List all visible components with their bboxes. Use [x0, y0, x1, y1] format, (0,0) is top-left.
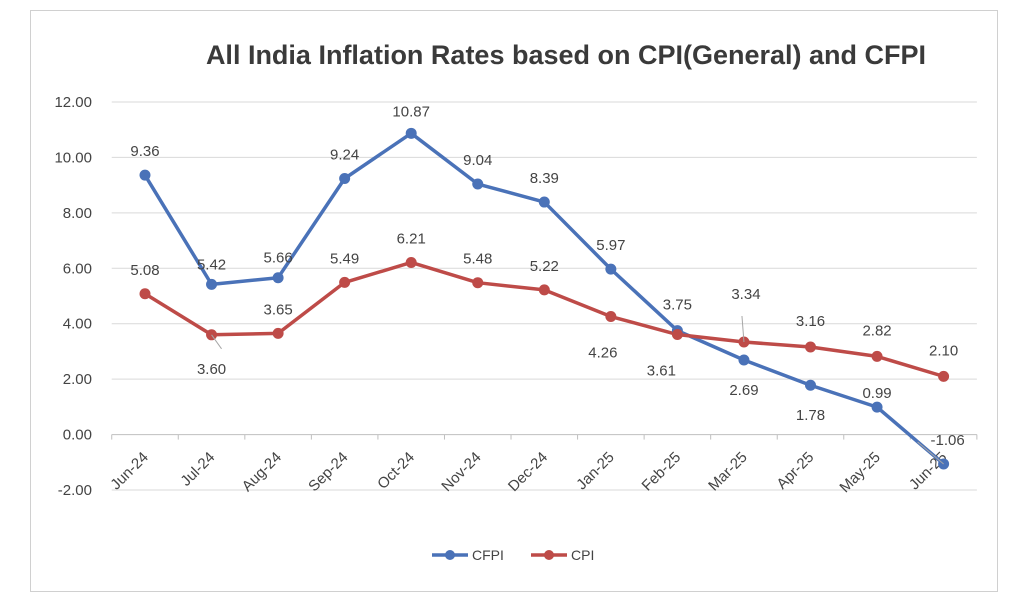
data-label-cfpi: 1.78	[796, 407, 825, 424]
data-point-cfpi	[805, 379, 816, 391]
data-point-cpi	[538, 284, 550, 296]
data-labels: 9.36 5.42 5.66 9.24 10.87 9.04 8.39 5.97 3.75 2.6…	[130, 103, 964, 449]
x-tick-label: Dec-24	[505, 449, 551, 495]
x-tick-label: Mar-25	[705, 449, 751, 495]
data-point-cfpi	[272, 272, 284, 284]
x-tick-label: May-25	[836, 449, 883, 496]
data-label-cpi: 3.16	[796, 313, 825, 330]
data-point-cpi	[605, 311, 617, 323]
data-label-cfpi: 3.75	[663, 297, 692, 314]
data-point-cfpi	[538, 196, 550, 208]
y-tick-label: 12.00	[54, 94, 92, 111]
data-point-cfpi	[405, 127, 417, 139]
data-label-cfpi: 9.24	[330, 146, 359, 163]
legend-label-cpi: CPI	[571, 547, 594, 563]
x-tick-label: Jul-24	[177, 449, 218, 490]
data-point-cpi	[139, 288, 151, 300]
data-point-cfpi	[605, 263, 617, 275]
leader-line	[211, 334, 222, 350]
data-label-cpi: 5.08	[130, 262, 159, 279]
data-label-cfpi: 8.39	[530, 170, 559, 187]
data-point-cpi	[871, 350, 883, 362]
data-point-cpi	[938, 370, 950, 382]
data-point-cfpi	[871, 401, 883, 413]
data-label-cfpi: 9.04	[463, 152, 492, 169]
x-tick-label: Feb-25	[639, 449, 685, 495]
data-point-cfpi	[139, 169, 151, 181]
data-label-cfpi: 5.66	[263, 250, 292, 267]
y-tick-label: 2.00	[63, 371, 92, 388]
legend-marker-cfpi	[445, 550, 455, 560]
data-label-cfpi: 0.99	[862, 385, 891, 402]
data-point-cfpi	[472, 178, 484, 190]
x-tick-label: Aug-24	[239, 449, 285, 495]
data-label-cfpi: 10.87	[392, 103, 430, 120]
y-tick-label: 0.00	[63, 427, 92, 444]
data-label-cpi: 3.34	[731, 286, 760, 303]
y-tick-label: 8.00	[63, 205, 92, 222]
y-tick-label: 6.00	[63, 260, 92, 277]
data-point-cfpi	[339, 172, 351, 184]
leader-line	[741, 315, 745, 343]
data-label-cpi: 5.48	[463, 251, 492, 268]
data-point-cpi	[272, 327, 284, 339]
y-tick-label: -2.00	[58, 482, 92, 499]
data-label-cpi: 4.26	[588, 345, 617, 362]
chart-title: All India Inflation Rates based on CPI(G…	[206, 40, 926, 70]
data-label-cfpi: -1.06	[930, 432, 964, 449]
data-label-cpi: 5.49	[330, 250, 359, 267]
legend-label-cfpi: CFPI	[472, 547, 504, 563]
data-point-cpi	[472, 277, 484, 289]
data-label-cfpi: 2.69	[729, 382, 758, 399]
data-label-cpi: 5.22	[530, 258, 559, 275]
data-point-cfpi	[206, 278, 218, 290]
data-label-cfpi: 5.42	[197, 256, 226, 273]
y-tick-label: 10.00	[54, 149, 92, 166]
x-tick-label: Apr-25	[773, 449, 817, 493]
data-label-cpi: 3.65	[263, 301, 292, 318]
series-group	[139, 127, 950, 470]
x-tick-label: Oct-24	[374, 449, 418, 493]
data-point-cpi	[339, 276, 351, 288]
x-tick-label: Jun-24	[107, 449, 151, 493]
data-label-cpi: 2.10	[929, 342, 958, 359]
data-point-cpi	[671, 329, 683, 341]
x-tick-label: Jun-25	[906, 449, 950, 493]
leader-line	[917, 441, 944, 465]
data-point-cfpi	[738, 354, 750, 366]
data-point-cpi	[405, 256, 417, 268]
data-label-cpi: 3.61	[647, 363, 676, 380]
x-tick-label: Jan-25	[573, 449, 617, 493]
y-axis-ticks: 12.00 10.00 8.00 6.00 4.00 2.00 0.00 -2.00	[54, 94, 92, 499]
x-tick-label: Sep-24	[305, 449, 351, 495]
y-tick-label: 4.00	[63, 316, 92, 333]
label-leader-lines	[211, 315, 944, 465]
data-point-cpi	[805, 341, 816, 353]
data-label-cfpi: 9.36	[130, 143, 159, 160]
data-label-cpi: 2.82	[862, 322, 891, 339]
legend-marker-cpi	[544, 550, 554, 560]
grid	[111, 101, 978, 491]
x-axis-ticks: Jun-24 Jul-24 Aug-24 Sep-24 Oct-24 Nov-24 Dec-…	[107, 449, 950, 496]
data-label-cpi: 3.60	[197, 361, 226, 378]
legend: CFPI CPI	[432, 547, 594, 563]
data-label-cfpi: 5.97	[596, 237, 625, 254]
chart-frame	[30, 10, 998, 592]
x-tick-label: Nov-24	[438, 449, 484, 495]
data-label-cpi: 6.21	[397, 230, 426, 247]
